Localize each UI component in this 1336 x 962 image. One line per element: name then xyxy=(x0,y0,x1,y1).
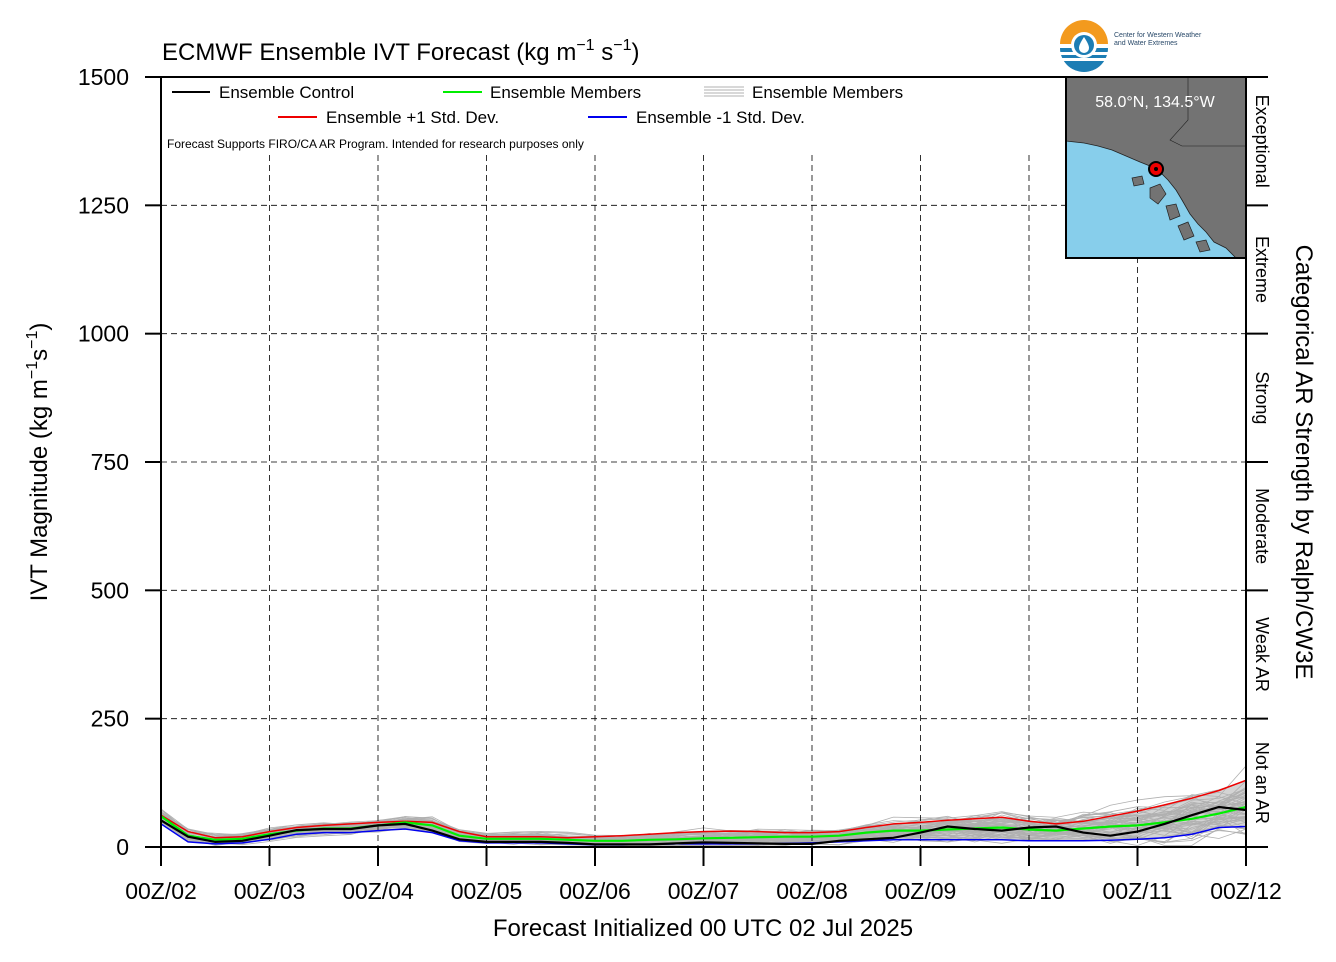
ensemble-members xyxy=(161,765,1246,846)
x-axis: 00Z/02 00Z/03 00Z/04 00Z/05 00Z/06 00Z/07 00Z/… xyxy=(125,847,1282,904)
legend-minus-sd-label: Ensemble -1 Std. Dev. xyxy=(636,108,805,127)
ensemble-member-trace xyxy=(161,815,1246,846)
ensemble-member-trace xyxy=(161,816,1246,846)
x-tick-label: 00Z/11 xyxy=(1103,878,1173,904)
disclaimer-text: Forecast Supports FIRO/CA AR Program. In… xyxy=(167,137,584,151)
ensemble-member-trace xyxy=(161,801,1246,844)
x-tick-label: 00Z/08 xyxy=(776,878,848,904)
ensemble-member-trace xyxy=(161,808,1246,846)
x-tick-label: 00Z/05 xyxy=(451,878,523,904)
y-tick-label: 1000 xyxy=(78,321,129,347)
legend-control-label: Ensemble Control xyxy=(219,83,354,102)
ensemble-member-trace xyxy=(161,808,1246,845)
map-islands xyxy=(1131,175,1211,253)
ensemble-member-trace xyxy=(161,780,1246,845)
ensemble-member-trace xyxy=(161,816,1246,843)
ensemble-member-trace xyxy=(161,791,1246,844)
series-lines xyxy=(161,779,1246,846)
ensemble-member-trace xyxy=(161,803,1246,846)
location-inset-map: 58.0°N, 134.5°W xyxy=(1065,76,1247,259)
cw3e-logo-text: Center for Western Weather and Water Ext… xyxy=(1114,32,1201,48)
ensemble-member-trace xyxy=(161,790,1246,846)
ensemble-member-trace xyxy=(161,807,1246,845)
ensemble-member-trace xyxy=(161,814,1246,846)
x-tick-label: 00Z/04 xyxy=(342,878,414,904)
ensemble-control-line xyxy=(161,805,1246,846)
legend: Ensemble Control Ensemble Members Ensemb… xyxy=(167,83,903,151)
y-tick-label: 250 xyxy=(91,706,129,732)
x-tick-label: 00Z/06 xyxy=(559,878,631,904)
y-tick-label: 500 xyxy=(91,577,129,603)
ensemble-member-trace xyxy=(161,791,1246,846)
legend-mean-label: Ensemble Members xyxy=(490,83,641,102)
ensemble-member-trace xyxy=(161,803,1246,844)
x-tick-label: 00Z/03 xyxy=(234,878,306,904)
chart-title: ECMWF Ensemble IVT Forecast (kg m−1 s−1) xyxy=(162,37,639,66)
ensemble-member-trace xyxy=(161,811,1246,842)
ensemble-member-trace xyxy=(161,792,1246,845)
category-label: Extreme xyxy=(1252,236,1272,303)
ensemble-member-trace xyxy=(161,816,1246,844)
x-tick-label: 00Z/09 xyxy=(885,878,957,904)
category-axis: Not an AR Weak AR Moderate Strong Extreme Exc… xyxy=(1246,76,1272,848)
plus-sd-line xyxy=(161,779,1246,839)
legend-members-swatch xyxy=(704,86,744,97)
x-tick-label: 00Z/02 xyxy=(125,878,197,904)
ensemble-member-trace xyxy=(161,804,1246,846)
category-axis-label: Categorical AR Strength by Ralph/CW3E xyxy=(1290,245,1317,680)
ensemble-member-trace xyxy=(161,812,1246,844)
ensemble-member-trace xyxy=(161,796,1246,845)
category-label: Not an AR xyxy=(1252,742,1272,824)
y-tick-label: 0 xyxy=(116,834,129,860)
location-label: 58.0°N, 134.5°W xyxy=(1095,94,1215,111)
category-label: Exceptional xyxy=(1252,95,1272,188)
ensemble-member-trace xyxy=(161,817,1246,846)
y-axis: 0 250 500 750 1000 1250 1500 xyxy=(78,64,161,860)
y-tick-label: 1500 xyxy=(78,64,129,90)
std-dev-spread-fill xyxy=(161,780,1246,845)
ensemble-member-trace xyxy=(161,801,1246,844)
category-label: Moderate xyxy=(1252,488,1272,564)
map-border xyxy=(1169,77,1246,147)
ensemble-member-trace xyxy=(161,813,1246,843)
ensemble-member-trace xyxy=(161,788,1246,843)
y-axis-label: IVT Magnitude (kg m−1s−1) xyxy=(24,323,53,602)
ensemble-member-trace xyxy=(161,796,1246,843)
ensemble-member-trace xyxy=(161,794,1246,843)
ensemble-member-trace xyxy=(161,806,1246,846)
ensemble-member-trace xyxy=(161,804,1246,846)
legend-members-label: Ensemble Members xyxy=(752,83,903,102)
x-tick-label: 00Z/07 xyxy=(668,878,740,904)
ensemble-member-trace xyxy=(161,812,1246,843)
ensemble-member-trace xyxy=(161,809,1246,846)
ensemble-mean-line xyxy=(161,805,1246,842)
x-axis-label: Forecast Initialized 00 UTC 02 Jul 2025 xyxy=(493,915,913,942)
legend-plus-sd-label: Ensemble +1 Std. Dev. xyxy=(326,108,499,127)
location-marker-center xyxy=(1154,167,1158,171)
ensemble-member-trace xyxy=(161,811,1246,846)
y-tick-label: 1250 xyxy=(78,192,129,218)
ensemble-member-trace xyxy=(161,815,1246,843)
logo-line-1: Center for Western Weather xyxy=(1114,32,1202,39)
cw3e-logo-mark xyxy=(1060,20,1108,72)
ensemble-member-trace xyxy=(161,780,1246,846)
ensemble-member-trace xyxy=(161,796,1246,843)
x-tick-label: 00Z/10 xyxy=(993,878,1065,904)
ensemble-member-trace xyxy=(161,792,1246,846)
ensemble-member-trace xyxy=(161,765,1246,846)
cw3e-logo: Center for Western Weather and Water Ext… xyxy=(1056,18,1246,74)
y-tick-label: 750 xyxy=(91,449,129,475)
category-label: Weak AR xyxy=(1252,617,1272,692)
map-frame xyxy=(1065,76,1247,259)
ensemble-member-trace xyxy=(161,812,1246,843)
x-tick-label: 00Z/12 xyxy=(1210,878,1282,904)
ensemble-member-trace xyxy=(161,812,1246,846)
logo-line-2: and Water Extremes xyxy=(1114,40,1178,47)
category-label: Strong xyxy=(1252,371,1272,424)
